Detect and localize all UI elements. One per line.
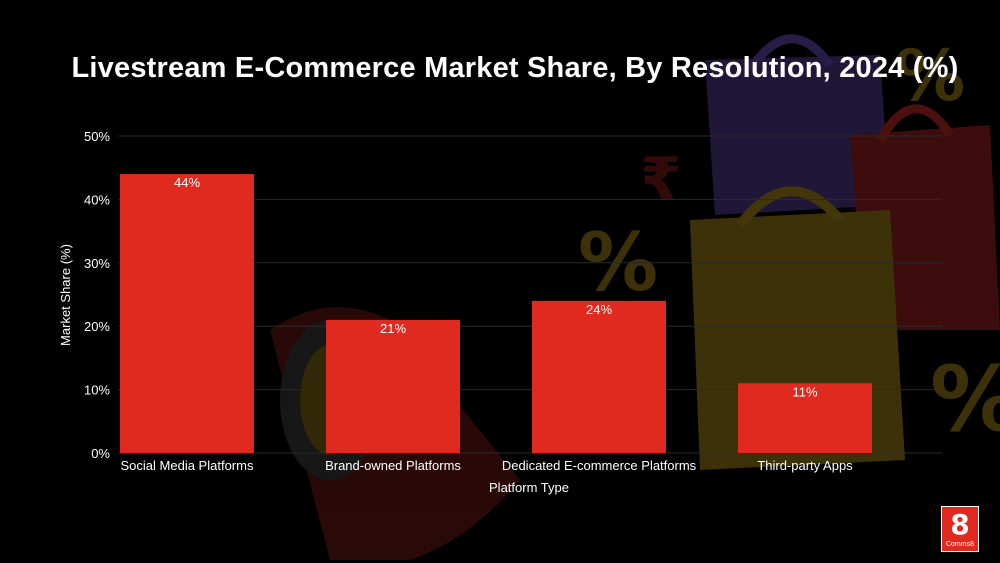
y-tick-label: 40%: [84, 192, 110, 207]
data-label: 21%: [380, 321, 406, 336]
comms8-logo: 8 Comms8: [941, 506, 979, 552]
x-tick-label: Dedicated E-commerce Platforms: [502, 458, 697, 473]
shopping-bag-purple-icon: [705, 55, 890, 215]
data-label: 11%: [792, 384, 817, 399]
x-tick-label: Brand-owned Platforms: [325, 458, 461, 473]
rupee-icon: ₹: [640, 145, 682, 215]
data-label: 24%: [586, 302, 612, 317]
chart-title: Livestream E-Commerce Market Share, By R…: [71, 52, 959, 84]
percent-icon: %: [930, 347, 1000, 452]
y-tick-label: 20%: [84, 319, 110, 334]
logo-text: Comms8: [945, 541, 974, 548]
x-axis-title: Platform Type: [489, 480, 569, 495]
bar: [120, 174, 254, 454]
y-tick-label: 50%: [84, 129, 110, 144]
x-tick-label: Third-party Apps: [757, 458, 853, 473]
x-tick-label: Social Media Platforms: [121, 458, 254, 473]
y-tick-label: 30%: [84, 256, 110, 271]
bar: [738, 383, 872, 453]
y-tick-label: 0%: [91, 446, 110, 461]
data-label: 44%: [174, 175, 200, 190]
y-axis-title: Market Share (%): [58, 244, 73, 346]
logo-digit: 8: [950, 508, 970, 541]
percent-icon: %: [895, 35, 965, 117]
bar: [532, 300, 666, 453]
y-tick-label: 10%: [84, 383, 110, 398]
bar: [326, 319, 460, 453]
